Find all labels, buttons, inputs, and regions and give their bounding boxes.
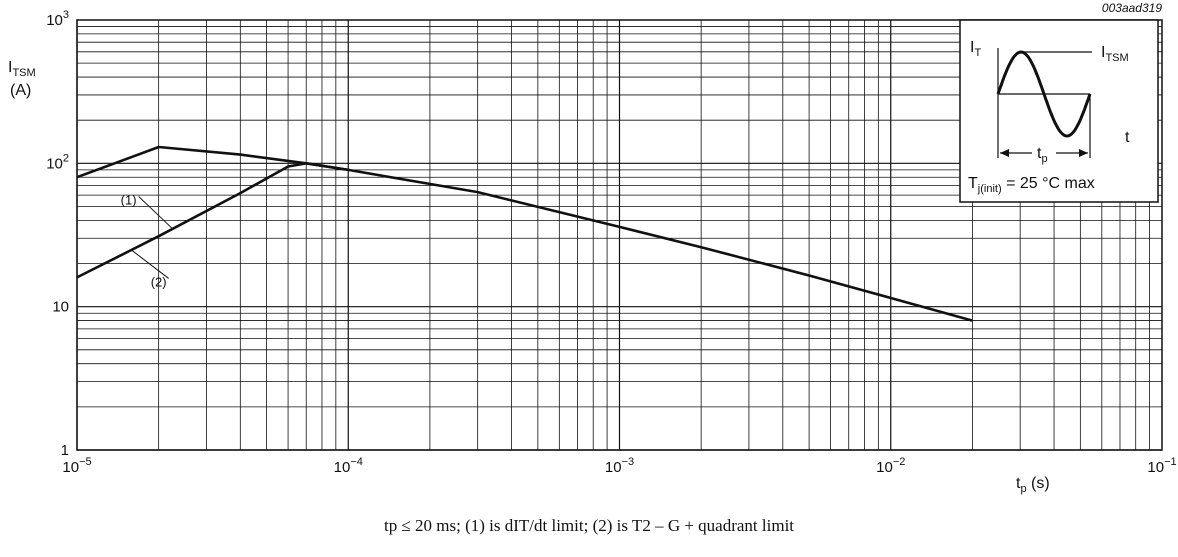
series-labels: (1) (2) bbox=[121, 192, 173, 289]
y-tick-label: 103 bbox=[46, 9, 69, 29]
figure-code: 003aad319 bbox=[1102, 1, 1162, 15]
plot-frame bbox=[76, 19, 1163, 451]
series-label: (1) bbox=[121, 192, 137, 207]
x-tick-label: 10−4 bbox=[334, 456, 363, 476]
series-line-1 bbox=[76, 145, 973, 322]
x-tick-label: 10−3 bbox=[605, 456, 634, 476]
y-tick-labels: 1 10 102 103 bbox=[46, 9, 69, 459]
series-line-2 bbox=[76, 162, 349, 279]
inset-tj-label: Tj(init) = 25 °C max bbox=[968, 175, 1095, 195]
series-label-leader bbox=[138, 196, 173, 230]
inset-frame bbox=[959, 19, 1159, 203]
y-tick-label: 102 bbox=[46, 152, 69, 172]
inset-tp-label: tp bbox=[1037, 145, 1048, 165]
y-axis-label: ITSM bbox=[8, 59, 36, 79]
inset-arrowhead-right bbox=[1079, 149, 1088, 157]
inset-box: IT ITSM t tp Tj(init) = 25 °C max bbox=[959, 19, 1159, 203]
inset-t-label: t bbox=[1125, 129, 1130, 146]
y-tick-label: 10 bbox=[52, 299, 69, 316]
x-axis-label: tp (s) bbox=[1016, 475, 1050, 495]
series-lines bbox=[76, 145, 973, 322]
x-tick-label: 10−5 bbox=[62, 456, 91, 476]
series-label: (2) bbox=[151, 274, 167, 289]
y-tick-label: 1 bbox=[61, 442, 69, 459]
inset-itsm-label: ITSM bbox=[1101, 44, 1129, 64]
inset-it-label: IT bbox=[970, 39, 981, 59]
x-tick-labels: 10−5 10−4 10−3 10−2 10−1 bbox=[62, 456, 1176, 476]
x-tick-label: 10−2 bbox=[876, 456, 905, 476]
inset-arrowhead-left bbox=[1000, 149, 1009, 157]
y-axis-unit: (A) bbox=[10, 82, 31, 99]
x-tick-label: 10−1 bbox=[1147, 456, 1176, 476]
figure-caption: tp ≤ 20 ms; (1) is dIT/dt limit; (2) is … bbox=[383, 516, 795, 535]
series-label-leader bbox=[130, 249, 169, 279]
